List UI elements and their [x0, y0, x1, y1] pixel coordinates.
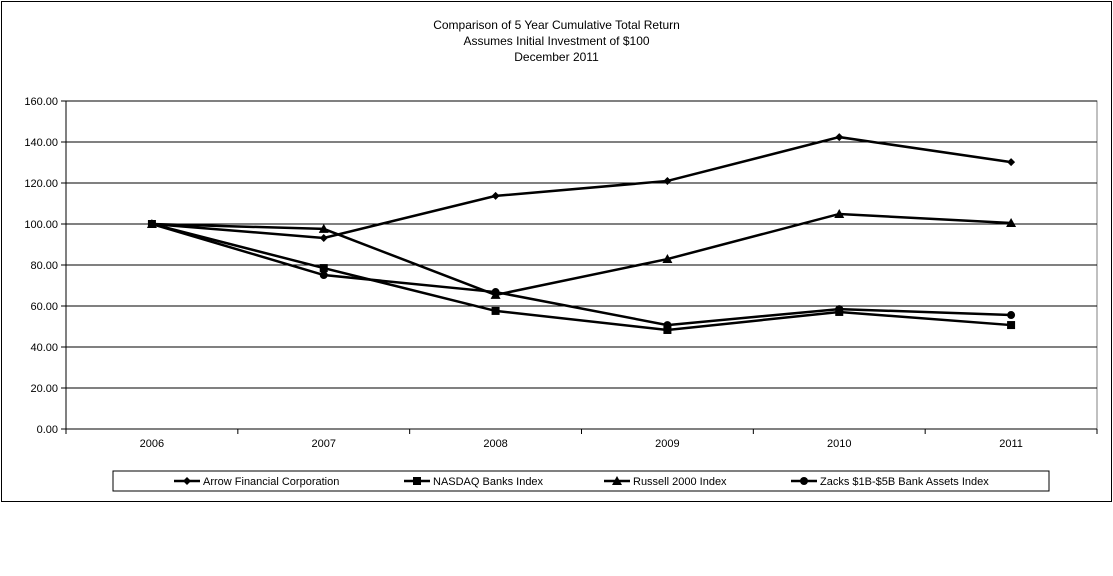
series-line	[151, 135, 1012, 240]
chart-subtitle: Assumes Initial Investment of $100	[463, 34, 650, 48]
data-point-diamond	[491, 191, 500, 200]
series-line	[151, 222, 1012, 332]
y-tick-label: 80.00	[30, 260, 58, 272]
legend-marker-square	[413, 477, 421, 485]
data-point-diamond	[663, 176, 672, 185]
series-line	[151, 212, 1012, 297]
legend-label: Russell 2000 Index	[633, 476, 727, 488]
y-tick-label: 140.00	[24, 137, 58, 149]
x-tick-label: 2010	[827, 438, 851, 450]
data-point-circle	[319, 271, 328, 280]
x-tick-label: 2007	[312, 438, 336, 450]
data-point-square	[1007, 321, 1016, 330]
data-point-triangle	[318, 223, 329, 233]
data-point-diamond	[835, 133, 844, 142]
data-point-circle	[835, 305, 844, 314]
legend-label: Zacks $1B-$5B Bank Assets Index	[820, 476, 989, 488]
legend-marker-circle	[800, 477, 808, 485]
y-tick-label: 0.00	[37, 424, 58, 436]
y-tick-label: 40.00	[30, 342, 58, 354]
data-point-square	[491, 306, 500, 315]
data-point-diamond	[1007, 158, 1016, 167]
x-tick-label: 2008	[483, 438, 507, 450]
data-point-square	[319, 264, 328, 273]
x-tick-label: 2006	[140, 438, 164, 450]
legend-marker-triangle	[612, 476, 622, 485]
y-tick-label: 60.00	[30, 301, 58, 313]
legend	[112, 470, 1050, 492]
data-point-circle	[147, 220, 156, 228]
y-tick-label: 120.00	[24, 178, 58, 190]
data-point-triangle	[662, 254, 673, 264]
data-point-circle	[663, 321, 672, 330]
legend-marker-diamond	[183, 477, 191, 485]
data-point-diamond	[319, 233, 328, 242]
data-point-triangle	[834, 208, 845, 218]
data-point-circle	[491, 288, 500, 297]
y-tick-label: 160.00	[24, 96, 58, 108]
series-line	[151, 222, 1012, 327]
y-tick-label: 20.00	[30, 383, 58, 395]
data-point-circle	[1007, 311, 1016, 320]
x-tick-label: 2009	[655, 438, 679, 450]
chart-title: Comparison of 5 Year Cumulative Total Re…	[433, 18, 680, 32]
chart-date: December 2011	[514, 50, 599, 64]
x-tick-label: 2011	[999, 438, 1023, 450]
data-point-square	[663, 325, 672, 334]
chart-frame	[1, 1, 1112, 502]
legend-label: NASDAQ Banks Index	[433, 476, 544, 488]
legend-label: Arrow Financial Corporation	[203, 476, 339, 488]
data-point-triangle	[1006, 217, 1017, 227]
y-tick-label: 100.00	[24, 219, 58, 231]
